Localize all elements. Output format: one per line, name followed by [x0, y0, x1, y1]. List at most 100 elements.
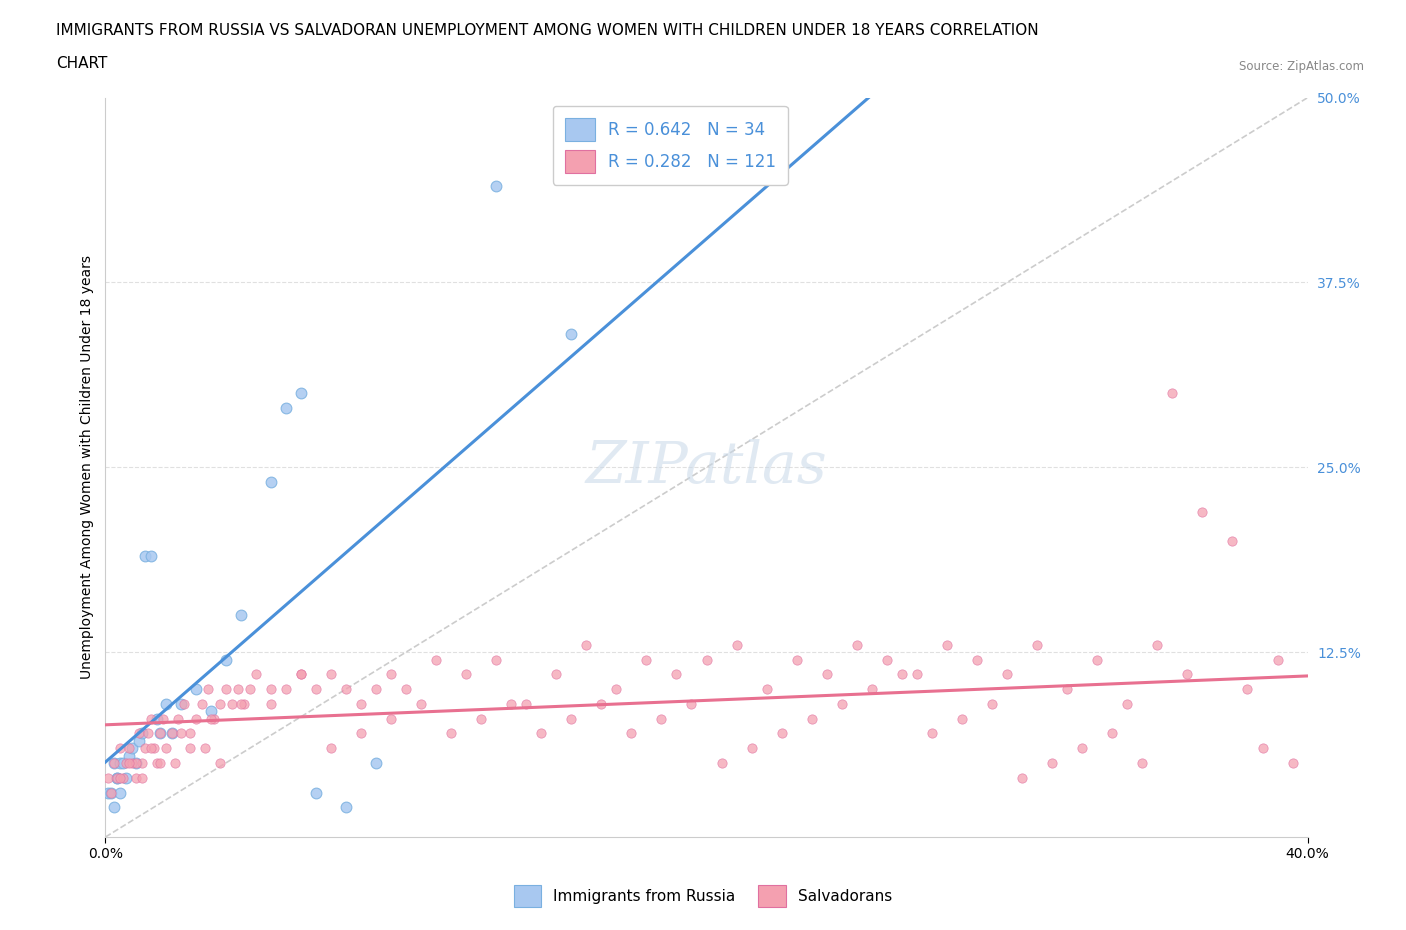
Point [115, 770, 138, 785]
Point [364, 682, 387, 697]
Point [485, 652, 508, 667]
Point [696, 652, 718, 667]
Point [160, 726, 183, 741]
Point [981, 697, 1004, 711]
Point [179, 741, 201, 756]
Point [1161, 386, 1184, 401]
Point [232, 697, 254, 711]
Point [1281, 755, 1303, 770]
Point [197, 682, 219, 697]
Text: Source: ZipAtlas.com: Source: ZipAtlas.com [1239, 60, 1364, 73]
Point [155, 741, 177, 756]
Point [1101, 726, 1123, 741]
Point [485, 179, 508, 193]
Point [214, 652, 236, 667]
Point [131, 770, 153, 785]
Text: IMMIGRANTS FROM RUSSIA VS SALVADORAN UNEMPLOYMENT AMONG WOMEN WITH CHILDREN UNDE: IMMIGRANTS FROM RUSSIA VS SALVADORAN UNE… [56, 23, 1039, 38]
Point [1011, 770, 1033, 785]
Point [110, 741, 132, 756]
Point [260, 474, 283, 489]
Point [145, 711, 167, 726]
Point [226, 682, 249, 697]
Point [815, 667, 838, 682]
Point [725, 637, 748, 652]
Point [128, 726, 150, 741]
Point [260, 697, 283, 711]
Point [121, 741, 143, 756]
Point [194, 741, 217, 756]
Point [110, 770, 132, 785]
Point [335, 682, 357, 697]
Point [145, 755, 167, 770]
Point [560, 711, 582, 726]
Point [966, 652, 988, 667]
Point [100, 785, 122, 800]
Point [110, 785, 132, 800]
Point [103, 755, 125, 770]
Point [921, 726, 943, 741]
Point [97, 785, 120, 800]
Point [134, 549, 156, 564]
Point [1146, 637, 1168, 652]
Point [200, 704, 222, 719]
Point [110, 755, 132, 770]
Point [155, 697, 177, 711]
Point [148, 755, 170, 770]
Text: CHART: CHART [56, 56, 108, 71]
Point [112, 755, 135, 770]
Point [124, 755, 146, 770]
Point [395, 682, 418, 697]
Point [245, 667, 267, 682]
Point [755, 682, 778, 697]
Point [319, 741, 342, 756]
Legend: R = 0.642   N = 34, R = 0.282   N = 121: R = 0.642 N = 34, R = 0.282 N = 121 [553, 106, 787, 185]
Point [470, 711, 492, 726]
Point [115, 755, 138, 770]
Point [1026, 637, 1049, 652]
Point [1130, 755, 1153, 770]
Point [636, 652, 658, 667]
Point [454, 667, 477, 682]
Point [290, 667, 312, 682]
Point [107, 770, 129, 785]
Point [121, 755, 143, 770]
Point [139, 711, 162, 726]
Point [118, 755, 141, 770]
Point [665, 667, 688, 682]
Point [845, 637, 868, 652]
Point [1056, 682, 1078, 697]
Point [107, 770, 129, 785]
Point [1071, 741, 1094, 756]
Point [148, 726, 170, 741]
Point [190, 697, 212, 711]
Point [112, 770, 135, 785]
Point [166, 711, 188, 726]
Point [1040, 755, 1063, 770]
Point [131, 755, 153, 770]
Point [350, 697, 373, 711]
Point [860, 682, 883, 697]
Point [136, 726, 159, 741]
Point [100, 785, 122, 800]
Point [950, 711, 973, 726]
Point [440, 726, 463, 741]
Point [124, 755, 146, 770]
Text: ZIPatlas: ZIPatlas [586, 439, 827, 496]
Point [1222, 534, 1244, 549]
Point [800, 711, 823, 726]
Point [148, 726, 170, 741]
Point [202, 711, 225, 726]
Point [173, 697, 195, 711]
Point [169, 697, 191, 711]
Point [239, 682, 262, 697]
Point [103, 800, 125, 815]
Point [274, 682, 297, 697]
Point [741, 741, 763, 756]
Point [139, 549, 162, 564]
Point [890, 667, 912, 682]
Point [995, 667, 1018, 682]
Point [350, 726, 373, 741]
Point [620, 726, 643, 741]
Point [305, 682, 328, 697]
Point [142, 741, 165, 756]
